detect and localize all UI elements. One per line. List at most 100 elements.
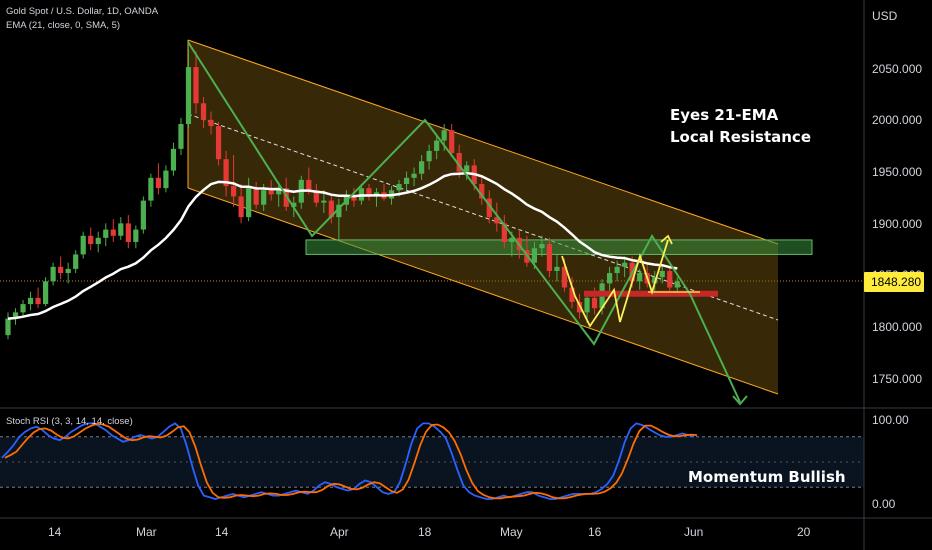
candle-body [268,190,274,195]
candle-body [73,254,79,269]
candle-body [95,237,101,245]
candle-body [419,161,425,174]
candle-body [531,248,537,263]
candle-body [118,223,124,236]
zigzag-projection [187,41,741,403]
candle-body [501,223,507,242]
candle-body [486,198,492,218]
candle-body [12,312,19,319]
candle-body [622,262,628,267]
candle-body [607,273,613,284]
time-label-18-apr: 18 [418,525,432,539]
resistance-zone [305,239,813,255]
candle-body [614,266,620,274]
time-label-20-jun: 20 [797,525,811,539]
candle-body [140,200,146,230]
candle-body [253,188,259,205]
candle-body [554,266,560,271]
candle-body [5,318,11,336]
yellow-path [561,239,669,328]
current-price-label: 1848.280 [871,275,921,289]
candle-body [313,190,319,203]
candle-body [178,124,184,149]
time-label-14-feb: 14 [48,525,62,539]
drawings [187,41,748,406]
time-label-14-mar: 14 [215,525,229,539]
candle-body [103,229,109,238]
candle-body [35,297,41,305]
stoch-k-line [1,422,695,500]
stoch-d-line [4,422,698,500]
channel-lower-line [187,187,779,395]
stoch-tick-0: 0.00 [872,497,896,511]
candle-body [133,229,139,242]
price-tick-1750: 1750.000 [872,372,922,386]
candle-body [231,186,237,197]
candle-body [148,177,154,201]
candle-body [200,103,207,120]
price-tick-2050: 2050.000 [872,62,922,76]
candle-body [110,229,116,236]
candle-body [20,304,26,313]
candle-body [591,297,598,309]
candle-body [43,281,49,305]
price-tick-1800: 1800.000 [872,320,922,334]
candle-body [569,287,575,303]
candle-body [223,159,229,187]
candle-body [246,188,252,218]
candle-body [193,67,199,104]
time-label-mar: Mar [136,525,157,539]
current-price-badge [864,272,924,292]
candle-body [667,270,673,288]
candle-body [170,148,177,171]
candle-body [396,184,402,191]
annotation-resistance-line1: Eyes 21-EMA [670,106,779,124]
candle-body [411,173,417,178]
candle-body [276,188,282,195]
candle-body [539,244,545,249]
time-label-jun: Jun [684,525,703,539]
time-label-may: May [500,525,523,539]
candle-body [155,177,161,189]
candle-body [185,67,192,124]
candle-body [449,130,455,153]
price-tick-1900: 1900.000 [872,217,922,231]
candle-body [576,302,583,313]
candle-body [238,196,244,218]
candle-body [351,196,357,201]
candle-body [546,244,553,271]
candle-body [561,266,568,288]
stoch-legend[interactable]: Stoch RSI (3, 3, 14, 14, close) [6,416,133,427]
candle-body [163,170,169,189]
candle-body [637,273,643,282]
ema-legend[interactable]: EMA (21, close, 0, SMA, 5) [6,20,121,31]
stoch-rsi-panel [0,422,864,500]
yellow-arrowhead [660,234,673,245]
candle-body [434,140,440,151]
candle-body [584,297,590,313]
ema-line [7,171,678,320]
candle-body [366,188,372,197]
candle-body [336,204,342,218]
candle-body [208,119,214,127]
candle-body [261,190,267,205]
candle-body [456,152,462,172]
candle-body [426,150,432,162]
channel-upper-line [187,39,779,245]
price-tick-1950: 1950.000 [872,165,922,179]
ema-21-line [7,171,678,320]
symbol-legend[interactable]: Gold Spot / U.S. Dollar, 1D, OANDA [6,6,159,17]
candle-body [441,130,447,141]
candle-body [50,266,56,282]
channel-fill [188,40,778,394]
candle-body [306,179,312,191]
zigzag-arrowhead [732,395,748,406]
time-label-apr: Apr [330,525,349,539]
stoch-tick-100: 100.00 [872,413,909,427]
candle-body [125,223,131,242]
time-label-16-may: 16 [588,525,602,539]
annotation-momentum: Momentum Bullish [688,468,846,486]
